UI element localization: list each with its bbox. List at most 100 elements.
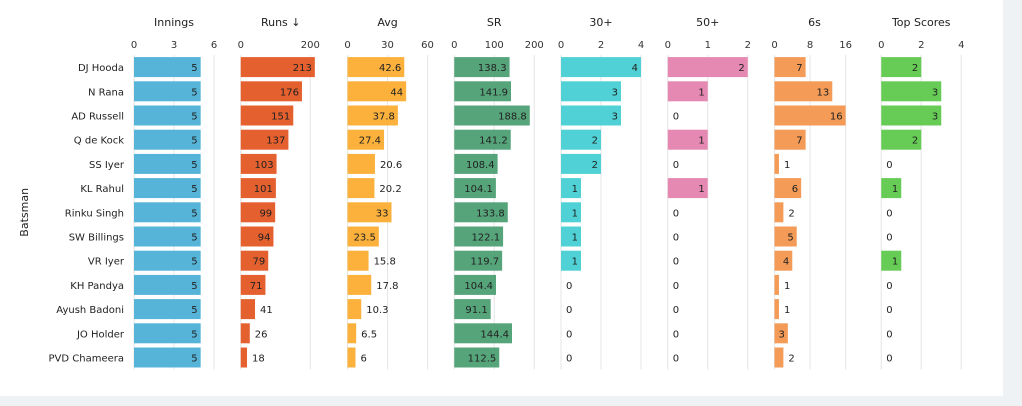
bar [561, 105, 621, 126]
value-label: 1 [572, 208, 578, 219]
bar [774, 178, 802, 199]
bar [881, 250, 902, 271]
value-label: 2 [788, 208, 794, 219]
bar [454, 129, 511, 150]
value-label: 10.3 [366, 305, 388, 316]
bar [240, 347, 248, 368]
value-label: 2 [912, 63, 918, 74]
bar [561, 178, 581, 199]
tick-label: 60 [421, 40, 434, 51]
panel-title: 50+ [696, 16, 719, 29]
bar [240, 250, 269, 271]
value-label: 141.2 [479, 136, 508, 147]
value-label: 1 [572, 184, 578, 195]
bar [347, 178, 375, 199]
value-label: 0 [886, 208, 892, 219]
value-label: 5 [191, 281, 197, 292]
bar [134, 226, 201, 247]
tick-label: 0 [878, 40, 884, 51]
bar [347, 202, 392, 223]
value-label: 0 [886, 305, 892, 316]
bar [347, 105, 398, 126]
bar [774, 226, 797, 247]
batsman-label: N Rana [88, 87, 124, 98]
value-label: 1 [698, 87, 704, 98]
value-label: 1 [784, 160, 790, 171]
tick-label: 16 [839, 40, 852, 51]
y-axis-label: Batsman [18, 188, 31, 237]
bar [667, 81, 708, 102]
bar [774, 81, 833, 102]
value-label: 91.1 [465, 305, 487, 316]
bar [134, 202, 201, 223]
value-label: 5 [191, 354, 197, 365]
value-label: 2 [592, 136, 598, 147]
bar [561, 153, 601, 174]
value-label: 5 [191, 184, 197, 195]
value-label: 122.1 [471, 233, 500, 244]
value-label: 1 [572, 233, 578, 244]
bar [774, 299, 779, 320]
value-label: 17.8 [376, 281, 398, 292]
bar [240, 323, 250, 344]
value-label: 0 [673, 208, 679, 219]
panel-title: Innings [154, 16, 194, 29]
bar [561, 57, 641, 78]
batsman-label: KL Rahul [80, 184, 124, 195]
bar [454, 105, 530, 126]
value-label: 6 [361, 354, 367, 365]
batsman-label: AD Russell [71, 112, 124, 123]
bar [667, 57, 748, 78]
bar [454, 226, 504, 247]
tick-label: 0 [665, 40, 671, 51]
bar [240, 57, 315, 78]
bar [240, 105, 294, 126]
value-label: 7 [796, 136, 802, 147]
value-label: 0 [673, 329, 679, 340]
value-label: 5 [191, 136, 197, 147]
value-label: 4 [632, 63, 638, 74]
value-label: 151 [271, 112, 290, 123]
bar [347, 250, 369, 271]
batsman-label: DJ Hooda [78, 63, 124, 74]
bar [881, 178, 902, 199]
value-label: 42.6 [379, 63, 401, 74]
tick-label: 8 [807, 40, 813, 51]
value-label: 188.8 [498, 112, 527, 123]
value-label: 2 [912, 136, 918, 147]
value-label: 112.5 [468, 354, 497, 365]
value-label: 3 [932, 112, 938, 123]
panel-title: Avg [377, 16, 397, 29]
value-label: 213 [293, 63, 312, 74]
value-label: 6 [792, 184, 798, 195]
tick-label: 2 [598, 40, 604, 51]
bar [667, 178, 708, 199]
value-label: 0 [673, 112, 679, 123]
bar [347, 347, 356, 368]
value-label: 5 [191, 160, 197, 171]
tick-label: 0 [344, 40, 350, 51]
bar [134, 323, 201, 344]
bar [881, 81, 942, 102]
bar [240, 274, 266, 295]
tick-label: 30 [381, 40, 394, 51]
value-label: 0 [886, 160, 892, 171]
value-label: 138.3 [478, 63, 507, 74]
value-label: 26 [255, 329, 268, 340]
panel-title: SR [487, 16, 502, 29]
value-label: 99 [259, 208, 272, 219]
value-label: 1 [698, 184, 704, 195]
bar [347, 274, 372, 295]
bar [240, 178, 276, 199]
bar [881, 129, 922, 150]
bar [240, 153, 277, 174]
value-label: 3 [932, 87, 938, 98]
value-label: 2 [788, 354, 794, 365]
value-label: 1 [892, 184, 898, 195]
value-label: 0 [673, 160, 679, 171]
bar [347, 57, 405, 78]
bar [454, 153, 498, 174]
bar [774, 129, 806, 150]
batsman-label: KH Pandya [70, 281, 124, 292]
value-label: 141.9 [479, 87, 508, 98]
